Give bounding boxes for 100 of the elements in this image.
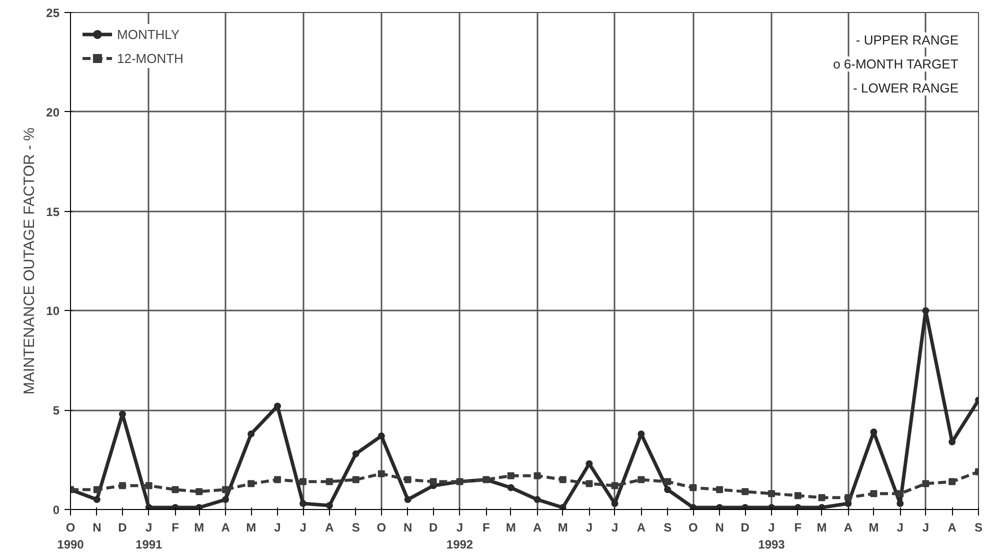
x-tick-label: F bbox=[172, 520, 179, 534]
x-tick-label: O bbox=[376, 520, 386, 534]
point bbox=[378, 432, 385, 440]
x-tick-label: F bbox=[482, 520, 490, 534]
x-tick-label: D bbox=[118, 520, 128, 534]
point bbox=[586, 480, 593, 488]
x-tick-label: J bbox=[274, 520, 281, 534]
annotation: o 6-MONTH TARGET bbox=[833, 56, 958, 72]
x-tick-label: D bbox=[429, 520, 438, 534]
point bbox=[248, 480, 255, 488]
point bbox=[196, 504, 203, 510]
point bbox=[507, 472, 514, 480]
point bbox=[172, 486, 179, 494]
point bbox=[611, 482, 618, 490]
x-tick-label: A bbox=[532, 520, 542, 534]
point bbox=[638, 476, 645, 484]
x-tick-label: A bbox=[325, 520, 334, 534]
point bbox=[870, 490, 878, 498]
x-tick-label: M bbox=[194, 520, 204, 534]
point bbox=[196, 488, 203, 496]
y-tick-label: 0 bbox=[52, 503, 60, 517]
point bbox=[352, 476, 360, 484]
x-tick-label: N bbox=[715, 520, 724, 534]
point bbox=[844, 500, 852, 508]
point bbox=[145, 482, 152, 490]
x-tick-label: M bbox=[868, 520, 879, 534]
x-tick-label: A bbox=[844, 520, 853, 534]
y-tick-label: 5 bbox=[52, 404, 60, 418]
point bbox=[118, 482, 126, 490]
point bbox=[352, 450, 360, 458]
point bbox=[896, 500, 904, 508]
y-tick-label: 15 bbox=[46, 204, 60, 219]
x-tick-label: D bbox=[740, 520, 750, 534]
y-tick-label: 20 bbox=[46, 105, 60, 120]
x-tick-label: N bbox=[403, 520, 412, 534]
annotation: - LOWER RANGE bbox=[853, 80, 959, 96]
point bbox=[559, 476, 566, 484]
x-tick-label: J bbox=[586, 520, 593, 534]
point bbox=[690, 504, 697, 510]
x-tick-label: A bbox=[948, 520, 957, 534]
x-tick-label: J 1993 bbox=[758, 520, 786, 552]
x-tick-label: J 1992 bbox=[446, 520, 474, 552]
point bbox=[534, 496, 541, 504]
point bbox=[922, 307, 930, 314]
point bbox=[586, 460, 593, 468]
x-tick-label: J bbox=[611, 520, 618, 534]
point bbox=[430, 478, 437, 486]
point bbox=[664, 486, 672, 494]
x-tick-label: M bbox=[558, 520, 568, 534]
point bbox=[870, 428, 878, 436]
x-tick-label: M bbox=[246, 520, 256, 534]
x-tick-label: A bbox=[636, 520, 646, 534]
point bbox=[222, 496, 230, 504]
x-tick-label: J bbox=[896, 520, 904, 534]
x-tick-label: O bbox=[688, 520, 698, 534]
point bbox=[559, 504, 566, 510]
legend-label: MONTHLY bbox=[117, 26, 180, 42]
point bbox=[664, 478, 672, 486]
x-tick-label: M bbox=[816, 520, 827, 534]
x-tick-label: O 1990 bbox=[57, 520, 84, 552]
point bbox=[93, 486, 100, 494]
point bbox=[507, 484, 514, 492]
y-tick-label: 25 bbox=[46, 6, 60, 20]
point bbox=[690, 484, 697, 492]
point bbox=[794, 492, 802, 500]
point bbox=[93, 496, 100, 504]
point bbox=[844, 494, 852, 502]
x-tick-label: F bbox=[794, 520, 802, 534]
point bbox=[326, 478, 333, 486]
x-tick-label: J 1991 bbox=[136, 520, 163, 552]
point bbox=[378, 470, 385, 478]
point bbox=[534, 472, 541, 480]
point bbox=[300, 500, 307, 508]
point bbox=[274, 476, 281, 484]
point bbox=[716, 486, 724, 494]
point bbox=[248, 430, 255, 438]
y-tick-label: 10 bbox=[46, 304, 60, 318]
point bbox=[404, 476, 412, 484]
point bbox=[896, 490, 904, 498]
legend-label: 12-MONTH bbox=[117, 50, 184, 66]
point bbox=[326, 502, 333, 510]
point bbox=[222, 486, 230, 494]
x-tick-label: J bbox=[300, 520, 306, 534]
point bbox=[145, 504, 152, 510]
point bbox=[818, 504, 826, 510]
x-tick-label: S bbox=[352, 520, 360, 534]
point bbox=[818, 494, 826, 502]
x-tick-label: S bbox=[974, 520, 983, 534]
point bbox=[948, 438, 956, 446]
x-tick-label: M bbox=[506, 520, 516, 534]
point bbox=[768, 490, 776, 498]
point bbox=[300, 478, 307, 486]
y-axis-title: MAINTENANCE OUTAGE FACTOR - % bbox=[21, 128, 38, 394]
x-tick-label: N bbox=[92, 520, 102, 534]
point bbox=[922, 480, 930, 488]
x-tick-label: J bbox=[922, 520, 930, 534]
x-tick-label: A bbox=[221, 520, 230, 534]
point bbox=[948, 478, 956, 486]
point bbox=[742, 488, 749, 496]
x-tick-label: S bbox=[664, 520, 672, 534]
